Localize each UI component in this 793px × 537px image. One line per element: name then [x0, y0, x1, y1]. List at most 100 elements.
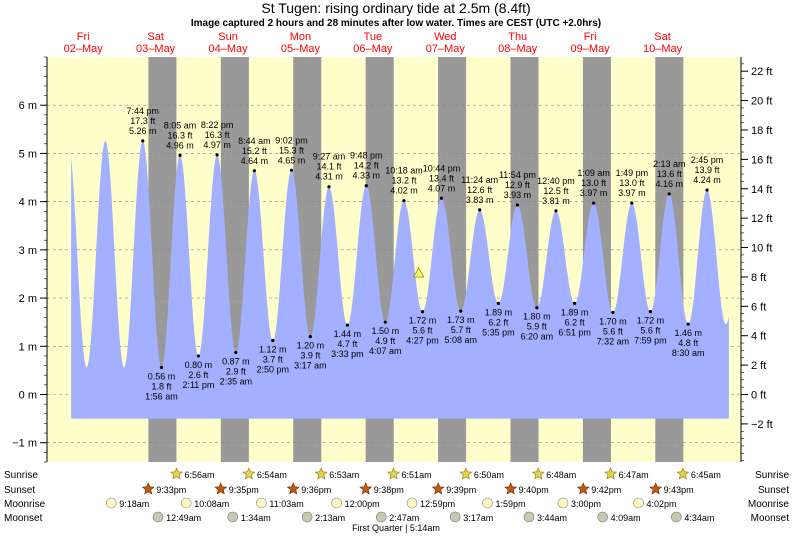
low-tide-point — [308, 335, 312, 339]
high-tide-point — [630, 201, 634, 205]
high-tide-time: 9:48 pm — [350, 151, 383, 161]
day-weekday: Fri — [77, 31, 90, 43]
day-date: 09–May — [571, 43, 611, 55]
high-tide-metres: 4.24 m — [693, 175, 721, 185]
low-tide-point — [345, 323, 349, 327]
high-tide-feet: 14.2 ft — [354, 161, 380, 171]
moonrise-time: 12:00pm — [345, 499, 380, 509]
moonrise-icon — [482, 497, 493, 509]
low-tide-point — [383, 320, 387, 324]
moonrise-icon — [557, 497, 569, 509]
moonset-row-label-right: Moonset — [751, 513, 790, 524]
day-weekday: Tue — [364, 31, 383, 43]
high-tide-point — [252, 169, 256, 173]
moonset-time: 2:47am — [389, 513, 419, 523]
high-tide-feet: 12.5 ft — [543, 186, 569, 196]
low-tide-feet: 4.9 ft — [375, 336, 396, 346]
high-tide-point — [141, 139, 145, 143]
sunset-time: 9:36pm — [301, 485, 331, 495]
high-tide-point — [439, 196, 444, 200]
sun-moon-rows: Sunrise Sunrise 6:56am 6:54am 6:53am 6:51am 6:… — [4, 467, 790, 524]
high-tide-time: 8:22 pm — [201, 120, 234, 130]
sunset-icon — [141, 482, 155, 495]
moonrise-time: 11:03am — [269, 499, 303, 509]
sunset-time: 9:42pm — [591, 485, 621, 495]
high-tide-feet: 12.9 ft — [505, 180, 531, 190]
left-tick-label: 3 m — [19, 245, 37, 257]
day-date: 10–May — [643, 43, 683, 55]
high-tide-point — [667, 192, 671, 196]
low-tide-time: 2:50 pm — [257, 365, 290, 375]
high-tide-metres: 4.07 m — [428, 183, 456, 193]
high-tide-feet: 13.0 ft — [581, 178, 607, 188]
sunrise-time: 6:54am — [257, 470, 287, 480]
sunset-time: 9:39pm — [446, 485, 476, 495]
day-weekday: Thu — [508, 31, 527, 43]
low-tide-feet: 5.9 ft — [527, 322, 548, 332]
low-tide-feet: 2.9 ft — [226, 367, 247, 377]
moonrise-time: 1:59pm — [495, 499, 525, 509]
sunrise-icon — [459, 467, 473, 480]
low-tide-time: 8:30 am — [672, 348, 705, 358]
sunrise-time: 6:50am — [474, 470, 504, 480]
low-tide-feet: 5.6 ft — [603, 327, 624, 337]
sunrise-icon — [604, 467, 618, 480]
day-weekday: Sun — [218, 31, 238, 43]
sunset-time: 9:33pm — [156, 485, 186, 495]
sunrise-icon — [387, 467, 401, 480]
high-tide-metres: 4.02 m — [390, 186, 418, 196]
moonset-time: 2:13am — [315, 513, 345, 523]
day-date: 08–May — [498, 43, 538, 55]
high-tide-time: 1:49 pm — [616, 168, 649, 178]
moonset-time: 4:34am — [684, 513, 714, 523]
low-tide-feet: 5.6 ft — [640, 326, 661, 336]
high-tide-point — [402, 199, 406, 203]
day-date: 04–May — [208, 43, 248, 55]
high-tide-time: 9:27 am — [313, 152, 346, 162]
sunset-icon — [286, 482, 300, 495]
sunset-time: 9:43pm — [664, 485, 694, 495]
high-tide-point — [478, 208, 482, 212]
day-date: 07–May — [426, 43, 466, 55]
high-tide-feet: 16.3 ft — [167, 130, 193, 140]
sunset-icon — [214, 482, 228, 495]
right-tick-label: 4 ft — [751, 331, 766, 343]
high-tide-point — [515, 203, 520, 207]
day-weekday: Sat — [147, 31, 164, 43]
moonrise-time: 3:00pm — [571, 499, 601, 509]
high-tide-metres: 4.64 m — [241, 156, 269, 166]
low-tide-time: 6:20 am — [521, 332, 554, 342]
moonset-icon — [152, 511, 164, 523]
low-tide-metres: 1.89 m — [485, 307, 513, 317]
high-tide-metres: 4.31 m — [315, 172, 343, 182]
left-tick-label: 4 m — [19, 197, 37, 209]
sunrise-time: 6:56am — [185, 470, 215, 480]
low-tide-metres: 1.50 m — [372, 326, 400, 336]
high-tide-point — [592, 201, 596, 205]
low-tide-time: 4:07 am — [369, 346, 402, 356]
low-tide-metres: 1.46 m — [674, 328, 702, 338]
moonset-time: 4:09am — [611, 513, 641, 523]
low-tide-metres: 1.72 m — [409, 316, 437, 326]
low-tide-point — [159, 365, 164, 370]
high-tide-metres: 4.16 m — [655, 179, 683, 189]
moonrise-icon — [256, 497, 267, 509]
low-tide-time: 4:27 pm — [406, 336, 439, 346]
sunset-time: 9:38pm — [374, 485, 404, 495]
high-tide-metres: 3.97 m — [618, 188, 646, 198]
low-tide-metres: 0.87 m — [222, 357, 250, 367]
high-tide-point — [705, 188, 709, 192]
moonset-time: 3:17am — [463, 513, 493, 523]
high-tide-time: 1:09 am — [577, 168, 610, 178]
left-tick-label: −1 m — [12, 438, 37, 450]
moonrise-time: 4:02pm — [647, 499, 677, 509]
right-tick-label: 6 ft — [751, 301, 766, 313]
high-tide-metres: 4.65 m — [278, 155, 306, 165]
sunset-row-label-right: Sunset — [758, 485, 789, 496]
high-tide-metres: 4.97 m — [203, 140, 231, 150]
moonset-time: 12:49am — [166, 513, 201, 523]
low-tide-metres: 1.89 m — [561, 307, 589, 317]
high-tide-point — [178, 153, 182, 157]
low-tide-time: 2:11 pm — [182, 380, 214, 390]
